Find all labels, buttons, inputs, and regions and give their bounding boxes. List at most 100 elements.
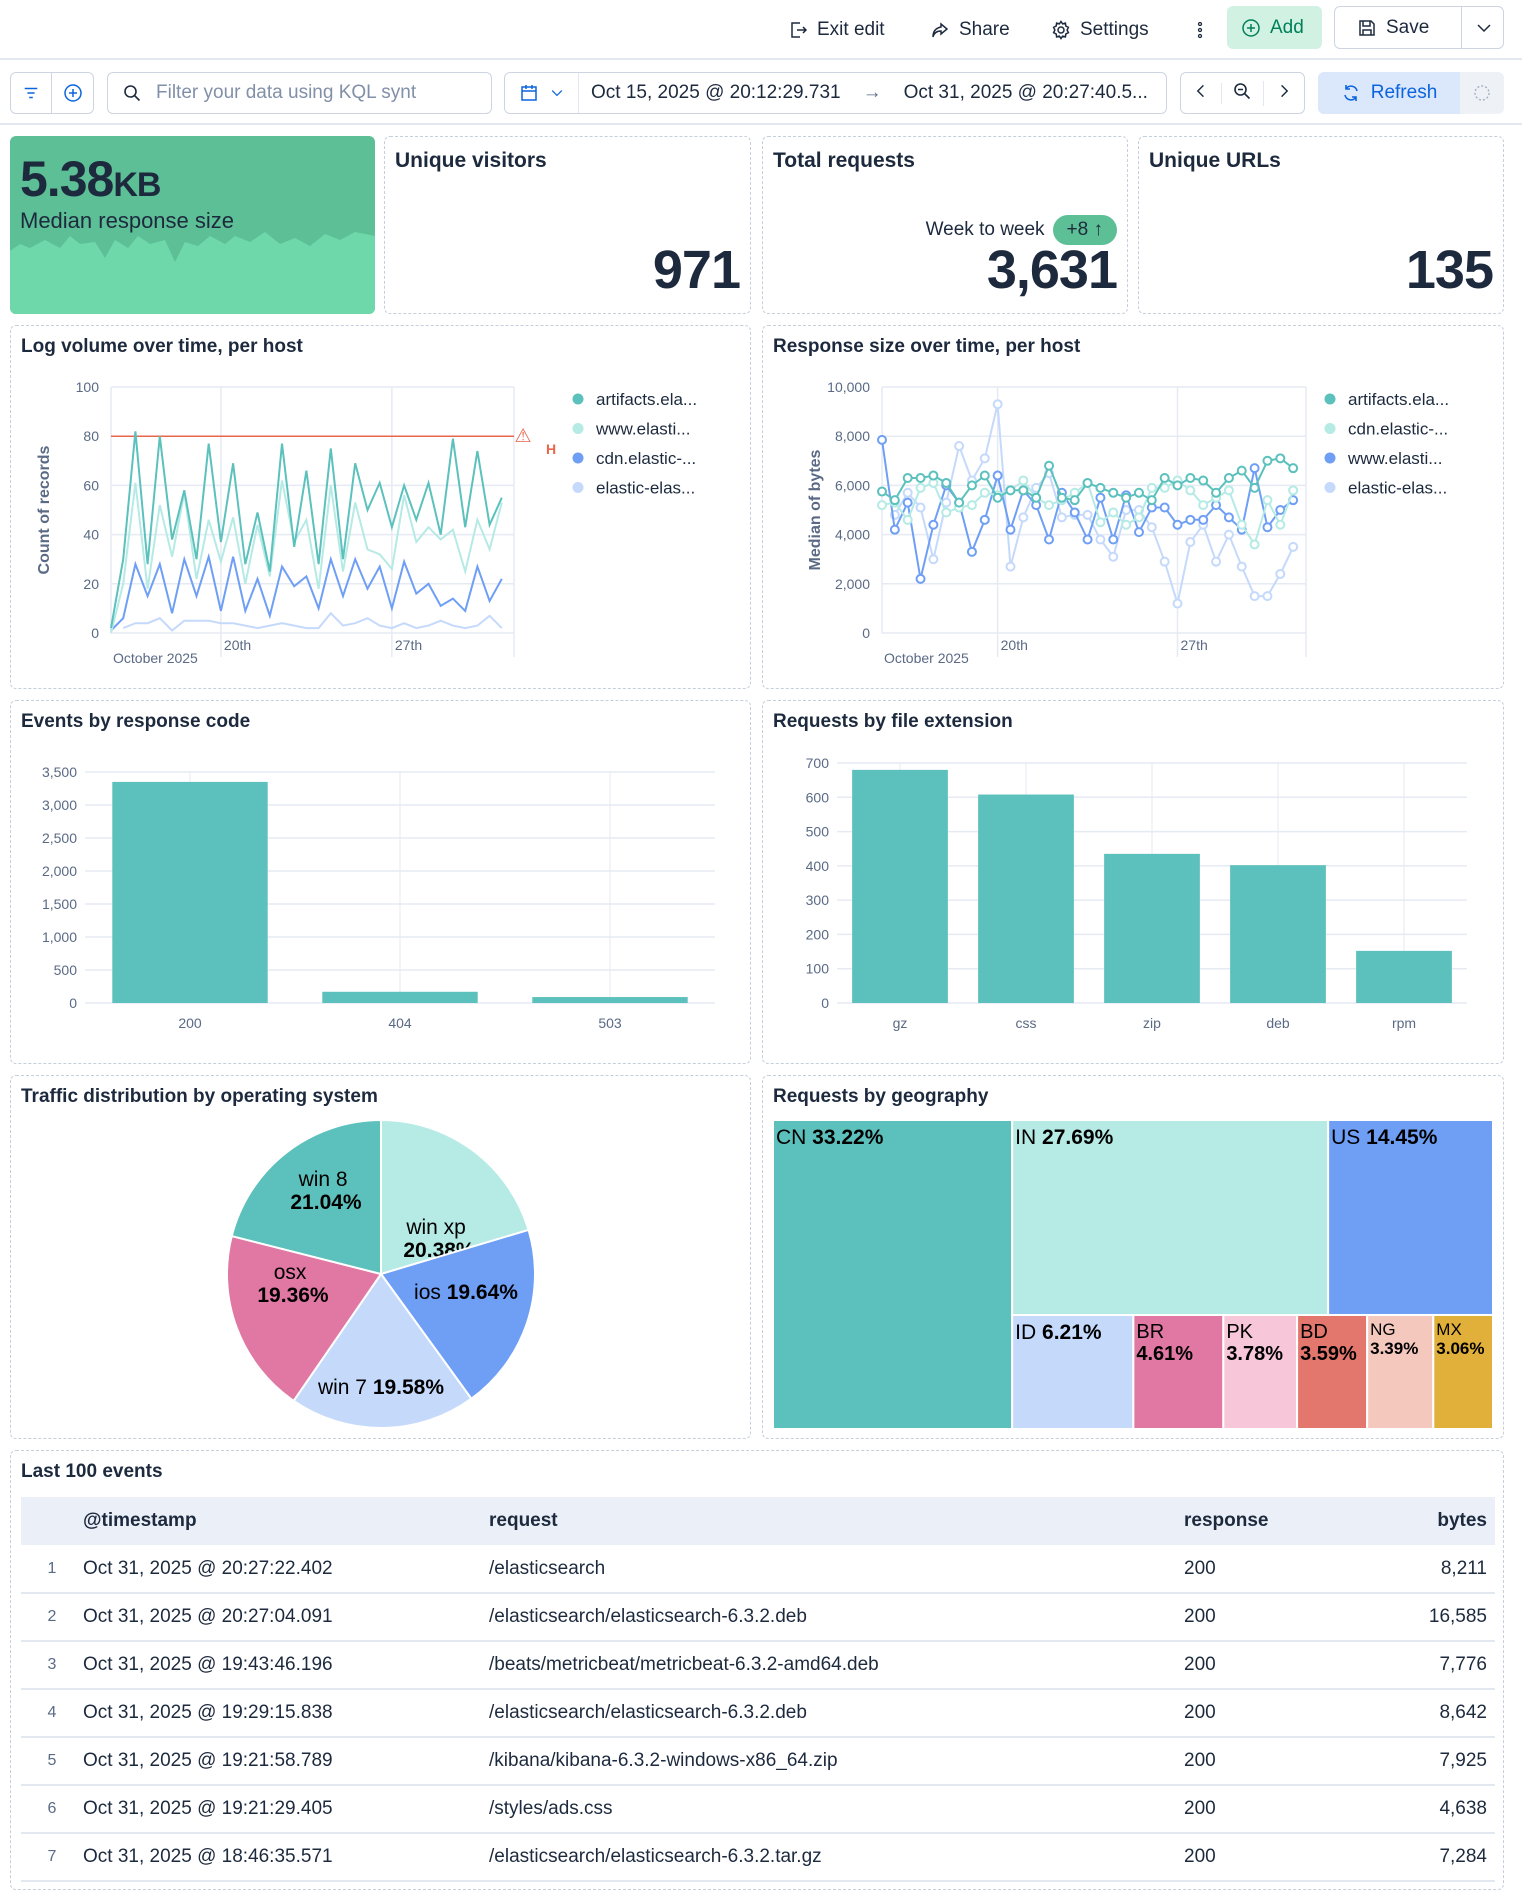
cell-percent: 3.59% bbox=[1300, 1343, 1357, 1365]
data-point bbox=[966, 480, 977, 491]
data-point bbox=[1198, 500, 1209, 511]
data-point bbox=[1146, 482, 1157, 493]
cell-name: BR bbox=[1136, 1321, 1169, 1343]
panel-title: Last 100 events bbox=[21, 1461, 163, 1482]
data-point bbox=[1121, 492, 1132, 503]
trend-row: Week to week +8 ↑ bbox=[926, 215, 1117, 245]
data-point bbox=[1146, 522, 1157, 533]
x-axis-sublabel: October 2025 bbox=[113, 650, 198, 666]
bar-zip bbox=[1104, 853, 1200, 1003]
quick-select-button[interactable] bbox=[505, 73, 579, 113]
bar-css bbox=[978, 794, 1074, 1003]
data-point bbox=[979, 487, 990, 498]
add-button[interactable]: Add bbox=[1227, 6, 1322, 49]
table-row[interactable]: 3 Oct 31, 2025 @ 19:43:46.196/beats/metri… bbox=[21, 1641, 1495, 1690]
metric-total-requests: Total requests Week to week +8 ↑ 3,631 bbox=[762, 136, 1128, 314]
next-period-button[interactable] bbox=[1264, 83, 1304, 104]
data-point bbox=[1031, 492, 1042, 503]
threshold-marker-icon: H bbox=[546, 441, 556, 457]
add-filter-button[interactable] bbox=[52, 73, 93, 113]
median-number: 5.38 bbox=[20, 151, 114, 207]
timestamp-cell: Oct 31, 2025 @ 19:29:15.838 bbox=[83, 1689, 489, 1738]
settings-button[interactable]: Settings bbox=[1051, 10, 1149, 50]
data-point bbox=[1223, 473, 1234, 484]
series-line bbox=[110, 431, 503, 629]
data-point bbox=[1275, 453, 1286, 464]
end-date[interactable]: Oct 31, 2025 @ 20:27:40.5... bbox=[903, 82, 1148, 103]
data-point bbox=[1056, 492, 1067, 503]
slice-name: ios bbox=[414, 1281, 447, 1304]
y-tick-label: 100 bbox=[806, 961, 830, 977]
legend-label: elastic-elas... bbox=[1348, 479, 1447, 498]
auto-refresh-button[interactable] bbox=[1460, 72, 1504, 114]
data-point bbox=[1133, 512, 1144, 523]
treemap-cell-ID bbox=[1011, 1313, 1135, 1431]
x-tick-label: 404 bbox=[388, 1015, 412, 1031]
save-button[interactable]: Save bbox=[1334, 6, 1504, 49]
data-point bbox=[1172, 480, 1183, 491]
index-header bbox=[21, 1497, 83, 1545]
row-index: 2 bbox=[21, 1593, 83, 1642]
treemap-label: MX 3.06% bbox=[1436, 1320, 1484, 1358]
y-tick-label: 1,500 bbox=[42, 896, 77, 912]
kql-search-input[interactable]: Filter your data using KQL synt bbox=[107, 72, 492, 114]
filter-options-button[interactable] bbox=[11, 73, 53, 113]
data-point bbox=[1288, 485, 1299, 496]
request-cell: /elasticsearch/elasticsearch-6.3.2.deb bbox=[489, 1593, 1184, 1642]
x-tick-label: 20th bbox=[1001, 637, 1028, 653]
previous-period-button[interactable] bbox=[1181, 82, 1223, 104]
table-row[interactable]: 2 Oct 31, 2025 @ 20:27:04.091/elasticsear… bbox=[21, 1593, 1495, 1642]
column-header-response[interactable]: response bbox=[1184, 1497, 1359, 1545]
refresh-button[interactable]: Refresh bbox=[1318, 72, 1460, 114]
data-point bbox=[1159, 556, 1170, 567]
data-point bbox=[1236, 465, 1247, 476]
median-unit: KB bbox=[113, 166, 161, 204]
refresh-icon bbox=[1343, 85, 1358, 101]
panel-title: Log volume over time, per host bbox=[21, 336, 303, 357]
table-row[interactable]: 1 Oct 31, 2025 @ 20:27:22.402/elasticsear… bbox=[21, 1545, 1495, 1594]
x-tick-label: rpm bbox=[1392, 1015, 1416, 1031]
plus-circle-icon bbox=[63, 84, 82, 102]
bytes-cell: 7,284 bbox=[1358, 1833, 1495, 1882]
column-header-bytes[interactable]: bytes bbox=[1358, 1497, 1495, 1545]
data-point bbox=[1236, 561, 1247, 572]
cell-percent: 3.39% bbox=[1370, 1339, 1418, 1358]
x-tick-label: zip bbox=[1143, 1015, 1161, 1031]
share-label: Share bbox=[959, 19, 1010, 40]
pie-label: ios 19.64% bbox=[414, 1281, 518, 1304]
zoom-out-button[interactable] bbox=[1222, 80, 1264, 106]
series-line bbox=[110, 552, 503, 632]
data-point bbox=[1146, 495, 1157, 506]
data-point bbox=[1082, 509, 1093, 520]
data-point bbox=[992, 492, 1003, 503]
data-point bbox=[1185, 536, 1196, 547]
exit-edit-button[interactable]: Exit edit bbox=[788, 10, 885, 50]
column-header-request[interactable]: request bbox=[489, 1497, 1184, 1545]
cell-name: PK bbox=[1226, 1321, 1258, 1343]
start-date[interactable]: Oct 15, 2025 @ 20:12:29.731 bbox=[591, 82, 841, 103]
refresh-label: Refresh bbox=[1370, 82, 1438, 103]
data-point bbox=[1198, 475, 1209, 486]
data-point bbox=[1185, 514, 1196, 525]
data-point bbox=[1249, 463, 1260, 474]
table-row[interactable]: 5 Oct 31, 2025 @ 19:21:58.789/kibana/kiba… bbox=[21, 1737, 1495, 1786]
y-tick-label: 500 bbox=[54, 962, 78, 978]
treemap-cell-US bbox=[1327, 1119, 1494, 1316]
table-row[interactable]: 4 Oct 31, 2025 @ 19:29:15.838/elasticsear… bbox=[21, 1689, 1495, 1738]
data-point bbox=[902, 497, 913, 508]
table-row[interactable]: 6 Oct 31, 2025 @ 19:21:29.405/styles/ads.… bbox=[21, 1785, 1495, 1834]
y-tick-label: 500 bbox=[806, 824, 830, 840]
legend-dot bbox=[572, 452, 584, 464]
table-row[interactable]: 7 Oct 31, 2025 @ 18:46:35.571/elasticsear… bbox=[21, 1833, 1495, 1882]
slice-percent: 19.64% bbox=[447, 1281, 519, 1304]
data-point bbox=[902, 473, 913, 484]
legend-label: www.elasti... bbox=[595, 420, 690, 439]
cell-name: CN bbox=[776, 1126, 812, 1149]
more-options-button[interactable] bbox=[1190, 10, 1210, 50]
y-tick-label: 3,000 bbox=[42, 797, 77, 813]
save-options-button[interactable] bbox=[1461, 7, 1505, 48]
data-point bbox=[1095, 534, 1106, 545]
share-button[interactable]: Share bbox=[930, 10, 1010, 50]
y-tick-label: 200 bbox=[806, 926, 830, 942]
column-header-timestamp[interactable]: @timestamp bbox=[83, 1497, 489, 1545]
